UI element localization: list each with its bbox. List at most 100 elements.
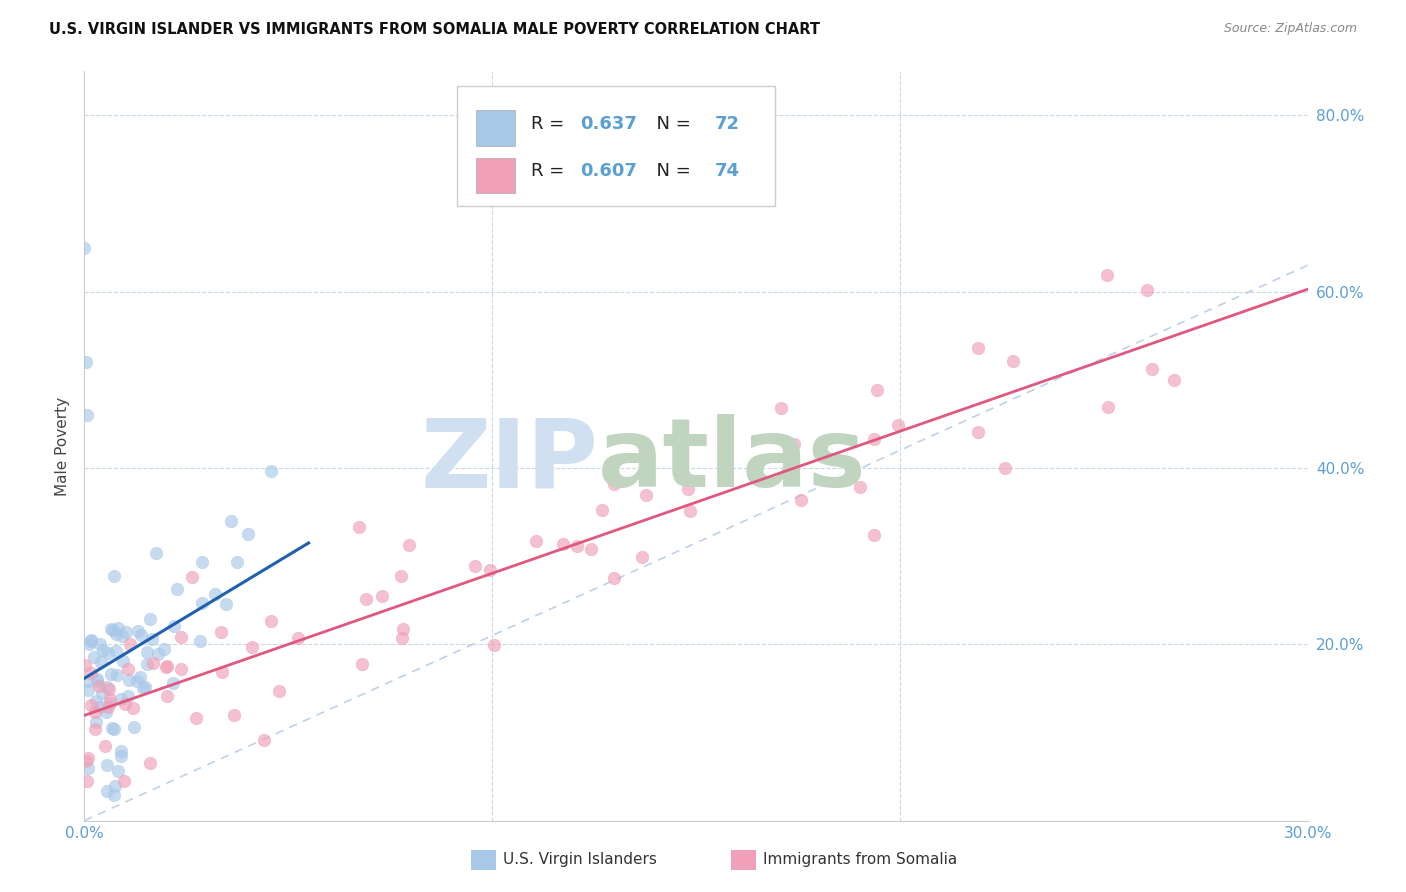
Point xyxy=(100,721,122,735)
Text: N =: N = xyxy=(644,115,696,133)
Point xyxy=(142,656,165,670)
Point xyxy=(782,437,804,451)
Point xyxy=(94,739,117,754)
Point xyxy=(863,432,886,446)
Point xyxy=(267,684,290,698)
Point xyxy=(1136,284,1159,298)
Point xyxy=(260,464,283,478)
Point xyxy=(73,241,96,255)
Point xyxy=(253,732,276,747)
Text: Source: ZipAtlas.com: Source: ZipAtlas.com xyxy=(1223,22,1357,36)
Point xyxy=(118,637,141,651)
Point xyxy=(215,597,238,611)
Point xyxy=(114,698,136,712)
Point xyxy=(602,477,624,491)
Point xyxy=(75,355,97,369)
Point xyxy=(86,672,108,686)
Point xyxy=(100,622,122,636)
Point xyxy=(524,533,547,548)
Point xyxy=(211,665,233,679)
Point xyxy=(89,637,111,651)
Point xyxy=(148,648,170,662)
Point xyxy=(1097,401,1119,415)
Point xyxy=(551,537,574,551)
Text: N =: N = xyxy=(644,162,696,180)
Point xyxy=(392,623,415,637)
Point xyxy=(866,383,889,397)
Point xyxy=(153,642,176,657)
Point xyxy=(110,744,132,758)
Point xyxy=(464,559,486,574)
Point xyxy=(238,527,260,541)
Point xyxy=(166,582,188,596)
Point xyxy=(76,750,98,764)
Point xyxy=(86,674,108,689)
Point xyxy=(80,633,103,648)
Point xyxy=(354,591,377,606)
Point xyxy=(391,631,413,645)
Point xyxy=(118,673,141,688)
Point xyxy=(209,625,232,640)
Point xyxy=(76,673,98,688)
Point xyxy=(565,540,588,554)
Point xyxy=(579,541,602,556)
Point xyxy=(80,633,103,648)
Point xyxy=(156,659,179,673)
Point xyxy=(103,569,125,583)
Point xyxy=(349,520,371,534)
Point xyxy=(1001,353,1024,368)
Point xyxy=(80,698,103,713)
Point xyxy=(156,690,179,704)
Point xyxy=(105,668,128,682)
Point xyxy=(90,655,112,669)
Point xyxy=(1142,362,1164,376)
Point xyxy=(87,679,110,693)
Point xyxy=(89,700,111,714)
Point xyxy=(170,663,193,677)
Point xyxy=(398,538,420,552)
Point xyxy=(204,587,226,601)
Point xyxy=(636,488,658,502)
Point xyxy=(1163,373,1185,387)
Point xyxy=(966,425,988,439)
Point xyxy=(163,619,186,633)
Point xyxy=(479,563,502,577)
Point xyxy=(790,493,813,508)
Point xyxy=(676,482,699,496)
Point xyxy=(100,667,122,681)
Point xyxy=(107,621,129,635)
Bar xyxy=(475,158,515,194)
Point xyxy=(145,546,167,560)
Point xyxy=(994,461,1017,475)
Text: 0.637: 0.637 xyxy=(579,115,637,133)
Point xyxy=(863,528,886,542)
Text: ZIP: ZIP xyxy=(420,415,598,508)
Point xyxy=(127,624,149,638)
Point xyxy=(75,755,97,769)
Point xyxy=(191,556,214,570)
Point xyxy=(97,700,120,714)
Point xyxy=(141,632,163,647)
Point xyxy=(180,570,202,584)
Point xyxy=(107,764,129,778)
Text: U.S. VIRGIN ISLANDER VS IMMIGRANTS FROM SOMALIA MALE POVERTY CORRELATION CHART: U.S. VIRGIN ISLANDER VS IMMIGRANTS FROM … xyxy=(49,22,820,37)
Point xyxy=(136,657,159,671)
Text: U.S. Virgin Islanders: U.S. Virgin Islanders xyxy=(503,853,657,867)
Point xyxy=(112,774,135,789)
Point xyxy=(225,555,247,569)
Point xyxy=(240,640,263,654)
Point xyxy=(80,665,103,680)
Point xyxy=(631,549,654,564)
Point xyxy=(76,773,98,788)
Point xyxy=(73,658,96,673)
Text: R =: R = xyxy=(531,162,569,180)
Point xyxy=(77,761,100,775)
Point xyxy=(122,720,145,734)
Point xyxy=(105,627,128,641)
Point xyxy=(184,711,207,725)
Y-axis label: Male Poverty: Male Poverty xyxy=(55,396,70,496)
Point xyxy=(76,408,98,422)
Text: 74: 74 xyxy=(714,162,740,180)
Point xyxy=(591,503,613,517)
Point xyxy=(112,654,135,668)
